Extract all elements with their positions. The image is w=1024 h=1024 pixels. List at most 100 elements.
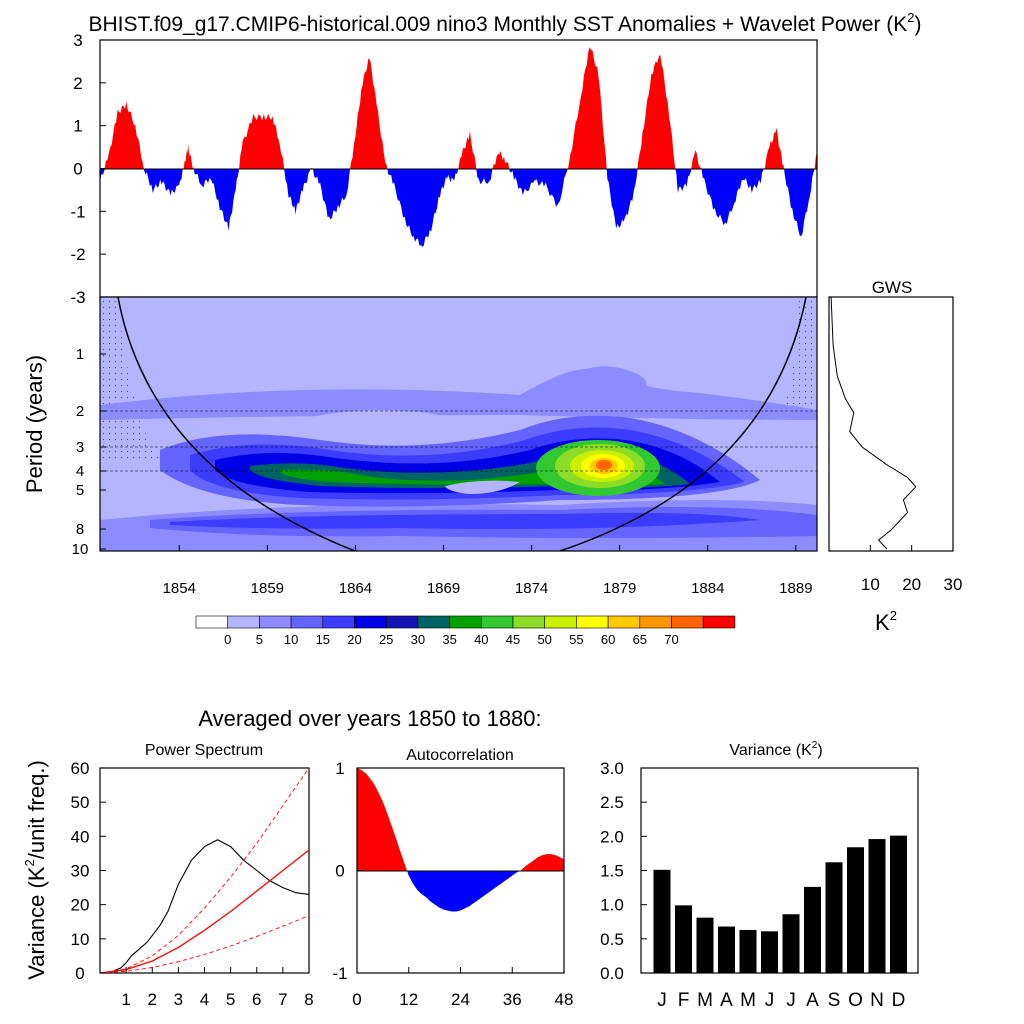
gws-x-tick-label: 10 [861, 575, 880, 594]
wavelet-band-20 [170, 512, 760, 529]
colorbar-swatch [607, 615, 641, 629]
colorbar: 0 5 10 15 20 25 30 35 40 45 50 55 60 65 70 [195, 615, 736, 647]
autocorrelation-area [357, 768, 564, 912]
variance-bar [847, 847, 864, 973]
colorbar-label: 40 [474, 632, 488, 647]
autocorrelation-y-axis: 1 0 -1 [332, 759, 363, 983]
variance-bar [696, 917, 714, 973]
colorbar-label: 45 [506, 632, 520, 647]
variance-x-label: F [678, 990, 690, 1011]
variance-bars [653, 835, 907, 973]
sst-y-axis: 3 2 1 0 -1 -2 -3 [70, 31, 106, 307]
cone-of-influence [117, 297, 807, 551]
sst-positive-area [100, 47, 817, 169]
colorbar-label: 0 [224, 632, 231, 647]
colorbar-swatch [544, 615, 577, 629]
power-spectrum-y-tick-label: 0 [75, 964, 84, 983]
wavelet-contours [100, 297, 817, 551]
wavelet-hole-2 [445, 480, 520, 494]
wavelet-y-axis: 1 2 3 4 5 8 10 [72, 346, 106, 558]
variance-bar [782, 914, 800, 973]
gws-line [830, 296, 917, 550]
colorbar-label: 55 [569, 632, 583, 647]
power-spectrum-series-2 [99, 767, 310, 974]
power-spectrum-series-1 [99, 849, 310, 974]
wavelet-y-tick-label: 5 [76, 482, 84, 499]
variance-x-label: O [848, 990, 863, 1011]
variance-x-label: M [740, 990, 756, 1011]
variance-x-label: N [870, 990, 884, 1011]
colorbar-label: 5 [256, 632, 263, 647]
wavelet-panel: 1 2 3 4 5 8 10 1854 1859 1864 1869 1874 1879 1884 188… [22, 296, 818, 597]
variance-x-label: A [806, 990, 819, 1011]
autocorrelation-x-tick-label: 36 [503, 990, 522, 1009]
wavelet-x-tick-label: 1869 [427, 580, 460, 597]
wavelet-bump-top [560, 366, 647, 398]
gws-x-axis: 10 20 30 [861, 545, 963, 594]
variance-y-tick-label: 3.0 [600, 759, 624, 778]
wavelet-hole-1 [300, 410, 448, 429]
wavelet-x-tick-label: 1889 [779, 580, 812, 597]
power-spectrum-series-0 [102, 839, 310, 974]
wavelet-y-tick-label: 1 [76, 346, 84, 363]
sst-y-tick-label: 3 [73, 31, 82, 50]
autocorrelation-panel: Autocorrelation 1 0 -1 0 12 24 36 48 [332, 747, 573, 1009]
wavelet-frame [99, 296, 818, 552]
wavelet-y-tick-label: 4 [76, 463, 84, 480]
colorbar-label: 50 [537, 632, 551, 647]
autocorrelation-x-tick-label: 12 [399, 990, 418, 1009]
power-spectrum-x-tick-label: 6 [252, 990, 261, 1009]
colorbar-label: 30 [411, 632, 425, 647]
wavelet-y-tick-label: 2 [76, 403, 84, 420]
power-spectrum-x-tick-label: 1 [121, 990, 130, 1009]
variance-x-label: J [786, 990, 796, 1011]
colorbar-swatch [259, 615, 292, 629]
colorbar-swatch [449, 615, 482, 629]
power-spectrum-x-tick-label: 3 [174, 990, 183, 1009]
colorbar-swatch [671, 615, 704, 629]
power-spectrum-lines [99, 767, 310, 974]
variance-bar [890, 835, 907, 973]
autocorrelation-negative-area [407, 871, 520, 912]
autocorrelation-x-tick-label: 48 [555, 990, 574, 1009]
colorbar-swatch [195, 615, 229, 629]
sst-y-tick-label: 2 [73, 74, 82, 93]
main-title: BHIST.f09_g17.CMIP6-historical.009 nino3… [88, 10, 921, 36]
colorbar-label: 10 [284, 632, 298, 647]
wavelet-x-axis: 1854 1859 1864 1869 1874 1879 1884 1889 [163, 545, 813, 597]
variance-y-tick-label: 0.5 [600, 930, 624, 949]
variance-bar [739, 929, 757, 973]
variance-bar [804, 886, 821, 973]
colorbar-swatch [639, 615, 672, 629]
power-spectrum-y-label: Variance (K2/unit freq.) [22, 760, 49, 980]
power-spectrum-y-axis: 60 50 40 30 20 10 0 [71, 759, 106, 983]
autocorrelation-x-tick-label: 0 [352, 990, 361, 1009]
variance-x-label: M [697, 990, 713, 1011]
colorbar-label: 25 [379, 632, 393, 647]
autocorrelation-title: Autocorrelation [406, 747, 514, 764]
colorbar-swatch [385, 615, 419, 629]
variance-x-label: J [765, 990, 775, 1011]
gws-title: GWS [872, 278, 913, 297]
autocorrelation-x-tick-label: 24 [451, 990, 470, 1009]
gws-frame [828, 296, 954, 552]
sst-y-tick-label: -2 [70, 245, 85, 264]
variance-y-tick-label: 1.0 [600, 896, 624, 915]
power-spectrum-x-tick-label: 8 [304, 990, 313, 1009]
colorbar-swatch [322, 615, 355, 629]
variance-bar [825, 862, 843, 973]
variance-x-label: D [892, 990, 906, 1011]
wavelet-y-tick-label: 3 [76, 439, 84, 456]
sst-y-tick-label: 1 [73, 117, 82, 136]
sst-area-series [100, 47, 817, 247]
variance-y-axis: 3.0 2.5 2.0 1.5 1.0 0.5 0.0 [600, 759, 647, 983]
wavelet-core-6 [596, 460, 612, 470]
gws-x-tick-label: 30 [944, 575, 963, 594]
power-spectrum-y-tick-label: 20 [71, 896, 90, 915]
autocorrelation-y-tick-label: 1 [335, 759, 344, 778]
variance-y-tick-label: 0.0 [600, 964, 624, 983]
